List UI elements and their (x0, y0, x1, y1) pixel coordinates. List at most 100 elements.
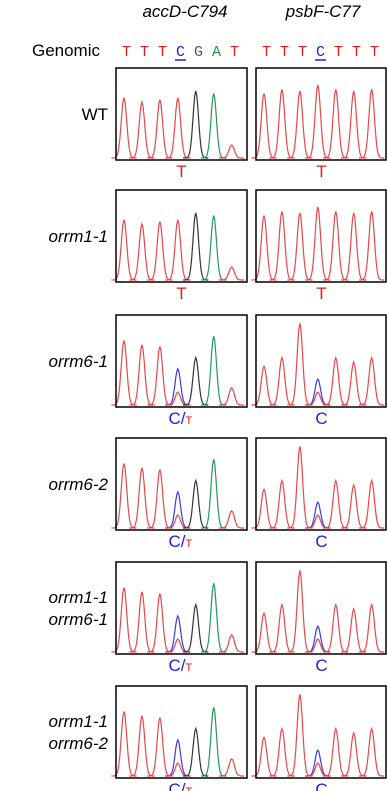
row-label: orrm6-2 (48, 475, 108, 494)
trace-peak (323, 89, 348, 158)
column-header: accD-C794 (142, 2, 227, 21)
row-label: WT (82, 105, 108, 124)
base: T (230, 44, 239, 61)
trace-peak (183, 358, 208, 405)
chromatogram (251, 694, 384, 776)
trace-peak (166, 763, 190, 776)
trace-peak (165, 492, 190, 528)
call-part: T (186, 538, 193, 550)
trace-peak (165, 220, 190, 280)
panel-frame (116, 190, 247, 282)
trace-peak (201, 459, 226, 528)
trace-peak (165, 740, 190, 776)
call-part: T (186, 415, 193, 427)
trace-peak (269, 481, 294, 528)
trace-peak (111, 341, 136, 406)
base-call: C (315, 656, 327, 675)
trace-peak (183, 481, 208, 528)
trace-peak (129, 468, 154, 528)
trace-peak (269, 211, 294, 280)
trace-peak (129, 345, 154, 405)
trace-peak (129, 224, 154, 280)
base-call: T (316, 284, 326, 303)
trace-peak (219, 759, 244, 776)
base-call: C (315, 532, 327, 551)
trace-peak (183, 213, 208, 280)
trace-peak (323, 729, 348, 776)
chromatogram (251, 323, 384, 405)
trace-peak (341, 733, 366, 776)
trace-peak (341, 485, 366, 528)
trace-peak (201, 707, 226, 776)
trace-peak (183, 729, 208, 776)
trace-peak (269, 89, 294, 158)
trace-peak (251, 94, 276, 159)
chromatogram (111, 707, 244, 776)
trace-peak (219, 511, 244, 528)
trace-peak (359, 358, 384, 405)
genomic-label: Genomic (32, 41, 101, 60)
trace-peak (269, 729, 294, 776)
trace-peak (111, 712, 136, 777)
call-part: T (186, 662, 193, 674)
base-call: C/T (169, 409, 193, 428)
trace-peak (111, 98, 136, 158)
trace-peak (306, 763, 330, 776)
trace-peak (219, 635, 244, 652)
chromatogram (251, 570, 384, 652)
trace-peak (269, 358, 294, 405)
call-part: T (316, 162, 326, 181)
base-call: T (316, 162, 326, 181)
trace-peak (201, 94, 226, 159)
call-part: T (186, 786, 193, 791)
trace-peak (129, 592, 154, 652)
trace-peak (323, 358, 348, 405)
trace-peak (341, 362, 366, 405)
chromatogram (111, 459, 244, 528)
chromatogram (111, 213, 244, 280)
base: T (158, 44, 167, 61)
row-label: orrm6-2 (48, 734, 108, 753)
chromatogram (251, 85, 384, 158)
call-part: C (315, 656, 327, 675)
base: T (122, 44, 131, 61)
base: T (352, 44, 361, 61)
trace-peak (251, 613, 276, 652)
row-label: orrm1-1 (48, 588, 108, 607)
call-part: C (169, 532, 181, 551)
base: T (280, 44, 289, 61)
base: T (262, 44, 271, 61)
call-part: C (169, 409, 181, 428)
row-label: orrm6-1 (48, 610, 108, 629)
trace-peak (305, 207, 330, 280)
trace-peak (183, 91, 208, 158)
trace-peak (147, 347, 172, 406)
row-label: orrm1-1 (48, 712, 108, 731)
base-call: C/T (169, 780, 193, 791)
chromatogram (251, 446, 384, 528)
chromatogram (251, 207, 384, 280)
base-call: C/T (169, 532, 193, 551)
trace-peak (287, 323, 312, 405)
call-part: C (315, 409, 327, 428)
base-call: T (176, 162, 186, 181)
trace-peak (165, 616, 190, 652)
trace-peak (359, 89, 384, 158)
trace-peak (306, 392, 330, 405)
trace-peak (287, 91, 312, 158)
trace-peak (341, 213, 366, 280)
trace-peak (251, 489, 276, 528)
base-call: C/T (169, 656, 193, 675)
base: C (176, 44, 185, 61)
trace-peak (166, 639, 190, 652)
base-call: T (176, 284, 186, 303)
call-part: C (315, 532, 327, 551)
trace-peak (111, 588, 136, 653)
trace-peak (306, 639, 330, 652)
base: T (334, 44, 343, 61)
base-call: C (315, 409, 327, 428)
trace-peak (129, 716, 154, 776)
column-header: psbF-C77 (285, 2, 361, 21)
trace-peak (111, 220, 136, 280)
chromatogram (111, 583, 244, 652)
